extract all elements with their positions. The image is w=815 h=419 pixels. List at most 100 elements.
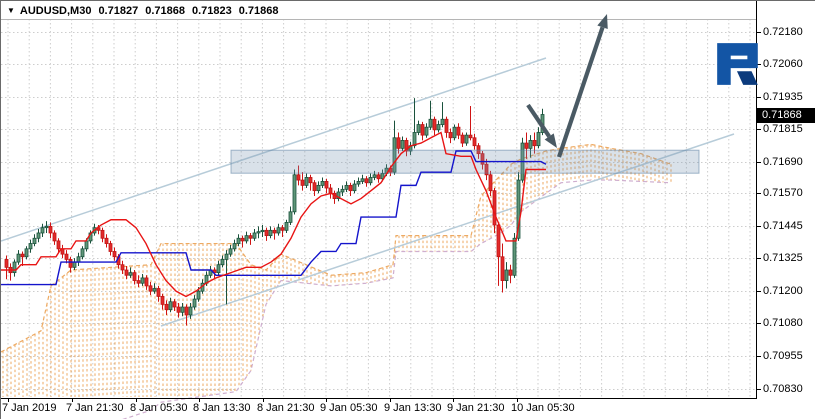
- candle: [128, 272, 133, 276]
- candle: [280, 227, 285, 231]
- candle: [532, 140, 537, 147]
- candle: [312, 182, 317, 192]
- pullback-arrow: [526, 103, 557, 148]
- candle: [308, 177, 313, 184]
- candle: [300, 179, 305, 186]
- senkou-span-b-line: [122, 179, 672, 419]
- candle: [336, 191, 341, 199]
- candle: [156, 288, 161, 297]
- candle: [288, 211, 293, 223]
- candle: [16, 253, 21, 263]
- time-axis-label: 9 Jan 21:30: [447, 402, 505, 414]
- candle: [108, 243, 113, 252]
- candle: [196, 290, 201, 300]
- price-axis-label: 0.71570: [763, 187, 803, 199]
- ichimoku-cloud: [2, 144, 672, 397]
- candles-layer: [4, 98, 545, 326]
- candle: [144, 277, 149, 287]
- candle: [296, 174, 301, 181]
- time-axis-label: 8 Jan 21:30: [257, 402, 315, 414]
- candle: [468, 134, 473, 139]
- symbol-timeframe-label: AUDUSD,M30: [19, 4, 92, 17]
- candle: [188, 306, 193, 316]
- candle: [316, 184, 321, 192]
- candle: [120, 264, 125, 271]
- candle: [84, 240, 89, 250]
- candle: [372, 174, 377, 178]
- trend-arrow-up: [557, 14, 608, 158]
- candle: [272, 229, 277, 234]
- candle: [420, 124, 425, 136]
- price-axis-label: 0.71935: [763, 91, 803, 103]
- candle: [504, 269, 509, 281]
- price-axis-label: 0.71080: [763, 317, 803, 329]
- candle: [236, 237, 241, 244]
- candle: [168, 301, 173, 311]
- quote-close: 0.71868: [238, 4, 279, 17]
- candle: [252, 232, 257, 239]
- time-axis-label: 8 Jan 05:30: [130, 402, 188, 414]
- candle: [328, 187, 333, 194]
- kijun-sen-line: [1, 150, 547, 286]
- candle: [364, 178, 369, 184]
- candle: [448, 132, 453, 139]
- candle: [428, 118, 433, 128]
- axis-ticks: [8, 32, 761, 402]
- candle: [44, 225, 49, 229]
- price-axis-label: 0.72180: [763, 26, 803, 38]
- candle: [20, 253, 25, 258]
- price-axis-label: 0.71815: [763, 123, 803, 135]
- candle: [480, 153, 485, 165]
- candle: [264, 229, 269, 237]
- candle: [368, 177, 373, 184]
- candle: [48, 225, 53, 234]
- candle: [224, 253, 229, 260]
- candle: [40, 227, 45, 234]
- candle: [500, 256, 505, 281]
- logo-r-leg: [736, 71, 758, 85]
- candle: [396, 137, 401, 149]
- logo-r-body: [717, 43, 758, 85]
- candle: [344, 184, 349, 190]
- candle: [76, 256, 81, 263]
- price-axis-label: 0.72060: [763, 58, 803, 70]
- candle: [112, 251, 117, 258]
- trend-channel-upper-line: [1, 57, 547, 242]
- candle: [412, 132, 417, 147]
- candle: [160, 296, 165, 305]
- price-axis-label: 0.71325: [763, 252, 803, 264]
- candle: [284, 221, 289, 231]
- candle: [292, 174, 297, 213]
- time-axis-label: 9 Jan 05:30: [320, 402, 378, 414]
- candle: [340, 188, 345, 193]
- candle: [508, 269, 513, 276]
- candle: [452, 126, 457, 139]
- candle: [528, 140, 533, 149]
- candle: [60, 248, 65, 255]
- candle: [176, 306, 181, 313]
- quote-low: 0.71823: [191, 4, 232, 17]
- trend-channel-lower-line: [160, 133, 735, 327]
- candle: [360, 178, 365, 182]
- candle: [456, 126, 461, 136]
- candle: [80, 248, 85, 258]
- candle: [100, 229, 105, 239]
- candle: [524, 142, 529, 149]
- quote-open: 0.71827: [98, 4, 139, 17]
- candle: [232, 243, 237, 250]
- candle: [248, 235, 253, 239]
- candle: [416, 124, 421, 133]
- candle: [56, 240, 61, 250]
- candle: [36, 232, 41, 239]
- candle: [28, 243, 33, 250]
- candle: [4, 259, 9, 268]
- candle: [484, 163, 489, 176]
- symbol-dropdown-icon[interactable]: ▼: [7, 5, 15, 15]
- candle: [72, 261, 77, 268]
- candle: [192, 298, 197, 308]
- time-axis-label: 9 Jan 13:30: [384, 402, 442, 414]
- candle: [240, 237, 245, 242]
- broker-logo: [717, 43, 758, 85]
